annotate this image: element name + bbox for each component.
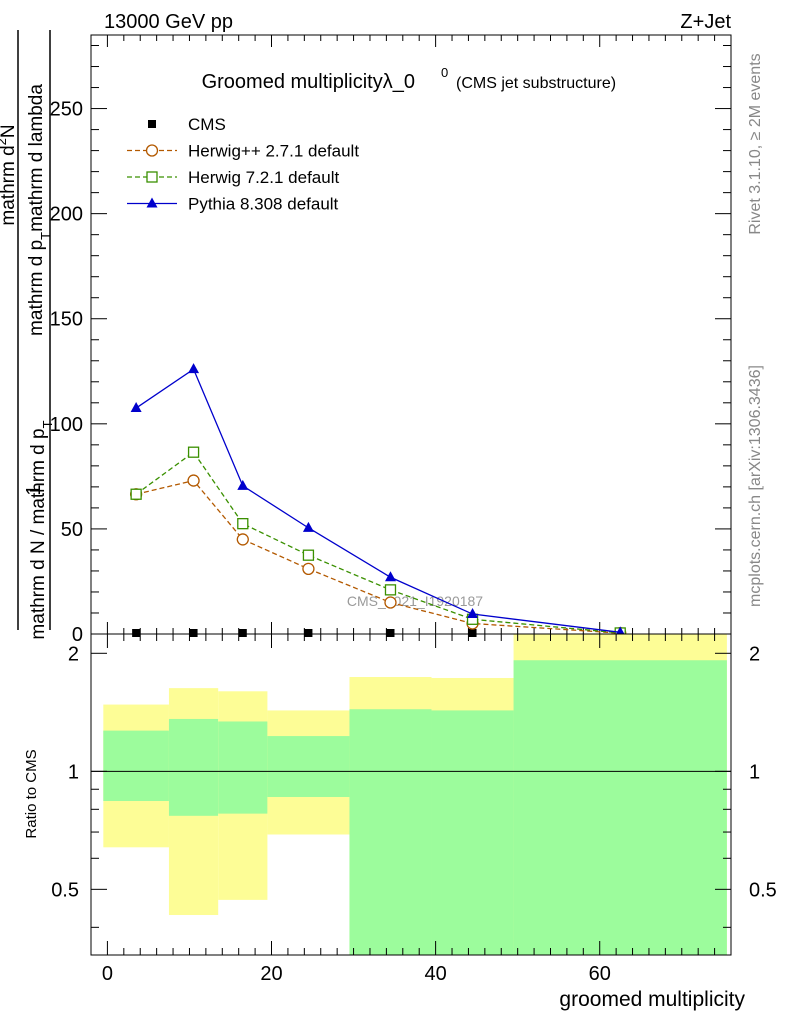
series-point-herwig-2-7-1-default — [302, 562, 315, 575]
main-y-tick-label: 50 — [61, 519, 83, 541]
main-y-tick-label: 200 — [50, 204, 83, 226]
ratio-y-tick-label-right: 0.5 — [749, 879, 777, 901]
ratio-band-green-4 — [349, 709, 432, 955]
ratio-bands — [91, 634, 731, 955]
legend: CMS Herwig++ 2.7.1 default Herwig 7.2.1 de… — [127, 115, 359, 214]
main-plot-panel: CMS_2021_I1920187 0 50 100 150 200 250 — [50, 34, 732, 646]
x-tick-label: 40 — [424, 963, 446, 985]
chart-title-main: Groomed multiplicityλ_0 — [202, 71, 415, 93]
series-point-pythia-8-308-default — [384, 571, 396, 582]
ratio-plot-panel: 0 20 40 60 0.5 0.5 1 1 2 2 — [51, 633, 777, 985]
ratio-axis-ticks: 0 20 40 60 0.5 0.5 1 1 2 2 — [51, 634, 777, 985]
series-point-cms — [132, 629, 141, 637]
ratio-plot-frame — [90, 633, 732, 956]
series-point-pythia-8-308-default — [467, 608, 479, 619]
legend-marker-herwig-7-2-1-default — [146, 171, 158, 183]
series-point-pythia-8-308-default — [130, 402, 142, 413]
ratio-y-tick-label-left: 0.5 — [51, 879, 79, 901]
y-label-numerator: mathrm d2N — [0, 124, 19, 225]
x-axis-label: groomed multiplicity — [559, 988, 745, 1011]
ratio-y-tick-label-left: 2 — [68, 643, 79, 665]
ratio-y-axis-label: Ratio to CMS — [23, 749, 40, 838]
series-point-herwig-2-7-1-default — [384, 596, 397, 609]
series-point-herwig-2-7-1-default — [187, 474, 200, 487]
y-label-den-part-a: mathrm d p — [26, 240, 47, 336]
main-plot-background — [91, 35, 731, 634]
main-y-tick-label: 100 — [50, 414, 83, 436]
legend-label-cms: CMS — [188, 115, 226, 134]
chart-title: Groomed multiplicityλ_0 — [202, 71, 415, 93]
mcplots-label: mcplots.cern.ch [arXiv:1306.3436] — [747, 365, 764, 607]
y-label-num-N: N — [0, 124, 19, 138]
ratio-y-tick-label-left: 1 — [68, 761, 79, 783]
series-point-herwig-7-2-1-default — [187, 446, 200, 458]
y-label-denominator: mathrm d N / mathrm d pT — [28, 420, 55, 639]
series-point-pythia-8-308-default — [188, 363, 200, 374]
y-label-den-part-c: mathrm d N / mathrm d p — [28, 428, 49, 639]
legend-label-herwig-7-2-1-default: Herwig 7.2.1 default — [188, 168, 339, 187]
header-left-label: 13000 GeV pp — [104, 11, 233, 33]
y-label-den-sub-a: T — [38, 232, 53, 240]
legend-marker-cms — [148, 120, 156, 128]
x-tick-label: 0 — [102, 963, 113, 985]
main-series — [129, 363, 627, 640]
main-y-axis-label: 1 mathrm d2N mathrm d pTmathrm d lambda … — [0, 30, 55, 640]
series-point-pythia-8-308-default — [302, 521, 314, 532]
series-point-cms — [238, 629, 247, 637]
series-point-cms — [386, 629, 395, 637]
header-right-label: Z+Jet — [680, 11, 731, 33]
rivet-version-label: Rivet 3.1.10, ≥ 2M events — [747, 53, 764, 234]
legend-marker-pythia-8-308-default — [146, 197, 158, 208]
series-point-cms — [468, 629, 477, 637]
y-label-num-sup: 2 — [0, 138, 9, 145]
watermark-label: CMS_2021_I1920187 — [347, 593, 483, 609]
main-y-tick-label: 0 — [72, 624, 83, 646]
chart-subtitle: (CMS jet substructure) — [456, 75, 616, 92]
series-point-cms — [304, 629, 313, 637]
series-point-herwig-7-2-1-default — [302, 549, 315, 561]
legend-label-pythia-8-308-default: Pythia 8.308 default — [188, 195, 339, 214]
series-point-pythia-8-308-default — [237, 479, 249, 490]
y-label-num-part: mathrm d — [0, 145, 19, 225]
main-y-tick-label: 150 — [50, 309, 83, 331]
series-point-herwig-7-2-1-default — [237, 518, 249, 530]
ratio-y-tick-label-right: 2 — [749, 643, 760, 665]
series-point-herwig-7-2-1-default — [130, 488, 142, 500]
chart-title-superscript: 0 — [441, 65, 448, 80]
y-label-inner-denominator: mathrm d pTmathrm d lambda — [26, 84, 53, 336]
ratio-band-green-2 — [218, 721, 268, 814]
legend-label-herwig-2-7-1-default: Herwig++ 2.7.1 default — [188, 142, 359, 161]
ratio-band-green-5 — [431, 710, 514, 955]
y-label-den-part-b: mathrm d lambda — [26, 84, 47, 232]
ratio-band-green-1 — [168, 718, 219, 816]
y-label-numerator-one: 1 — [23, 484, 45, 495]
legend-marker-herwig-2-7-1-default — [145, 144, 159, 157]
ratio-band-green-3 — [267, 736, 350, 797]
main-y-axis-ticks: 0 50 100 150 200 250 — [50, 35, 731, 646]
ratio-band-green-0 — [103, 730, 169, 802]
ratio-y-tick-label-right: 1 — [749, 761, 760, 783]
series-point-cms — [189, 629, 198, 637]
x-tick-label: 20 — [260, 963, 282, 985]
series-point-herwig-7-2-1-default — [384, 584, 397, 596]
y-label-den-sub-c: T — [40, 420, 55, 428]
main-y-tick-label: 250 — [50, 99, 83, 121]
x-tick-label: 60 — [589, 963, 611, 985]
ratio-band-green-6 — [513, 660, 727, 955]
series-point-herwig-2-7-1-default — [236, 533, 249, 546]
